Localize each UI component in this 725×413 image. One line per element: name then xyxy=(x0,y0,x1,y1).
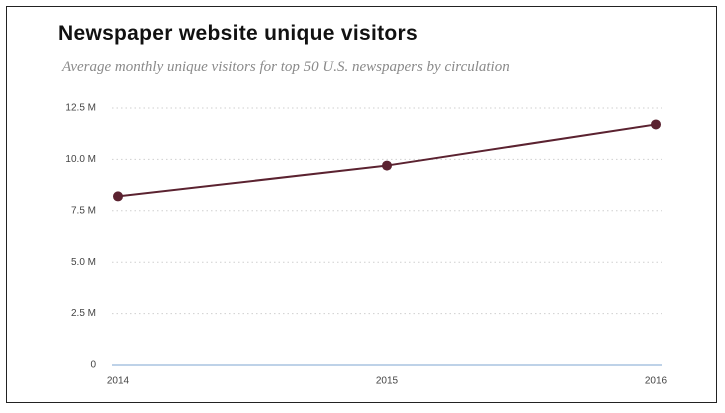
y-tick-label: 2.5 M xyxy=(71,308,96,319)
x-tick-label: 2014 xyxy=(107,376,130,387)
chart-title: Newspaper website unique visitors xyxy=(58,22,418,45)
y-tick-label: 12.5 M xyxy=(65,103,96,114)
y-tick-label: 10.0 M xyxy=(65,154,96,165)
line xyxy=(117,123,657,198)
chart-subtitle: Average monthly unique visitors for top … xyxy=(62,59,510,75)
point xyxy=(651,119,661,130)
y-tick-label: 0 xyxy=(90,360,96,371)
x-tick-label: 2016 xyxy=(645,376,668,387)
point xyxy=(113,191,123,202)
point xyxy=(382,160,392,171)
y-tick-label: 5.0 M xyxy=(71,257,96,268)
y-tick-label: 7.5 M xyxy=(71,205,96,216)
frame xyxy=(6,6,717,403)
x-tick-label: 2015 xyxy=(376,376,399,387)
